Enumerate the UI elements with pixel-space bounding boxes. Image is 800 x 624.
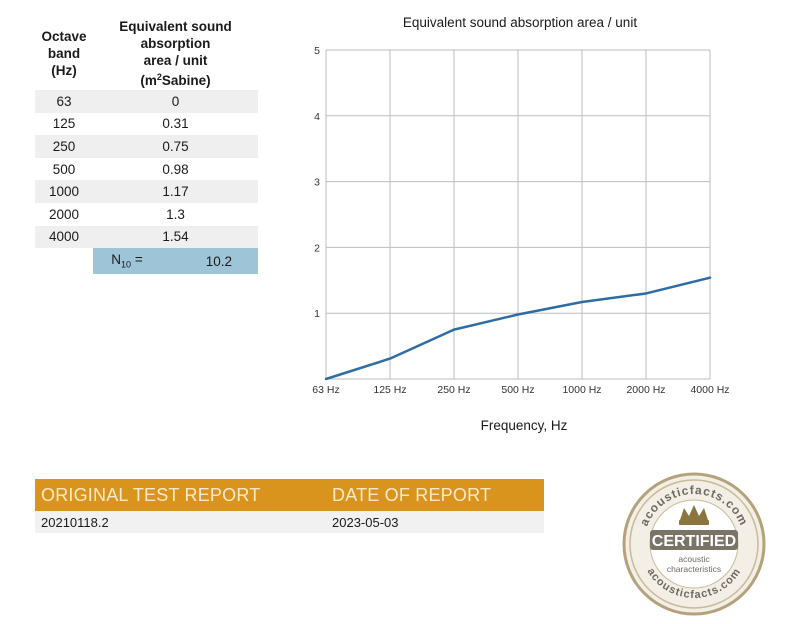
seal-sub-text-2: characteristics [667,564,721,574]
certified-seal-logo: acousticfacts.com acousticfacts.com CERT… [622,472,766,616]
original-test-report-heading: ORIGINAL TEST REPORT [41,484,261,505]
table-row: 4000 1.54 [35,225,258,249]
absorption-line-chart: 1 2 3 4 5 63 Hz 125 Hz 250 Hz 500 Hz 1000 Hz 2000 … [312,45,729,396]
report-number: 20210118.2 [41,514,109,530]
crown-icon [679,505,709,525]
y-tick-label: 5 [314,45,320,57]
seal-sub-text-1: acoustic [678,554,710,564]
cell-value: 0 [171,93,180,109]
header-value-line: Equivalent sound [119,19,232,34]
x-tick-label: 2000 Hz [626,384,665,396]
x-tick-label: 63 Hz [312,384,339,396]
report-header-bar: ORIGINAL TEST REPORT DATE OF REPORT [35,479,544,511]
table-row: 2000 1.3 [35,203,258,226]
table-body: 63 0 125 0.31 250 0.75 500 0.98 1000 1.17 200… [35,90,258,249]
report-values-row: 20210118.2 2023-05-03 [35,511,544,533]
seal-certified-text: CERTIFIED [652,533,736,550]
table-row: 1000 1.17 [35,180,258,203]
cell-band: 2000 [48,206,80,222]
header-value-line: absorption [140,36,211,51]
cell-band: 63 [56,93,72,109]
header-absorption-area: Equivalent sound absorption area / unit … [93,18,258,90]
table-row: 63 0 [35,90,258,113]
cell-band: 125 [52,116,76,132]
y-tick-label: 1 [314,308,320,320]
cell-value: 1.17 [162,184,189,200]
cell-value: 0.31 [162,116,189,132]
header-unit-pre: (m [140,73,157,88]
table-row: 250 0.75 [35,135,258,158]
cell-band: 1000 [48,184,80,200]
absorption-table: Octave band (Hz) Equivalent sound absorp… [35,18,258,275]
x-tick-label: 250 Hz [437,384,470,396]
x-tick-label: 500 Hz [501,384,534,396]
table-header: Octave band (Hz) Equivalent sound absorp… [35,18,258,90]
header-value-line: area / unit [143,53,208,68]
header-band-line: band [47,46,81,61]
y-tick-label: 2 [314,242,320,254]
header-unit-sup: 2 [156,72,162,82]
n10-label: N10 = [93,252,157,270]
header-band-line: (Hz) [51,63,77,78]
cell-band: 4000 [48,229,80,245]
n10-total-row: N10 = 10.2 [93,248,258,275]
certified-banner [650,530,738,550]
report-info: ORIGINAL TEST REPORT DATE OF REPORT 2021… [35,479,544,533]
chart-title: Equivalent sound absorption area / unit [402,15,638,30]
header-octave-band: Octave band (Hz) [35,18,93,90]
header-band-line: Octave [41,29,87,44]
table-row: 125 0.31 [35,113,258,136]
y-tick-label: 4 [314,111,320,123]
cell-value: 1.54 [162,229,189,245]
x-tick-label: 125 Hz [373,384,406,396]
cell-band: 250 [52,138,76,154]
cell-value: 1.3 [166,206,185,222]
header-unit: (m2Sabine) [93,69,258,89]
cell-band: 500 [52,161,76,177]
n-equals: = [131,252,143,268]
x-tick-label: 1000 Hz [562,384,601,396]
n-subscript: 10 [121,260,132,270]
date-of-report-heading: DATE OF REPORT [332,484,492,505]
n-letter: N [111,252,122,268]
table-row: 500 0.98 [35,158,258,181]
cell-value: 0.98 [162,161,189,177]
chart-x-axis-label: Frequency, Hz [480,418,568,433]
y-tick-label: 3 [314,177,320,189]
cell-value: 0.75 [162,138,189,154]
x-tick-label: 4000 Hz [690,384,729,396]
report-date: 2023-05-03 [332,514,399,530]
header-unit-post: Sabine) [161,73,211,88]
n10-value: 10.2 [205,253,232,269]
